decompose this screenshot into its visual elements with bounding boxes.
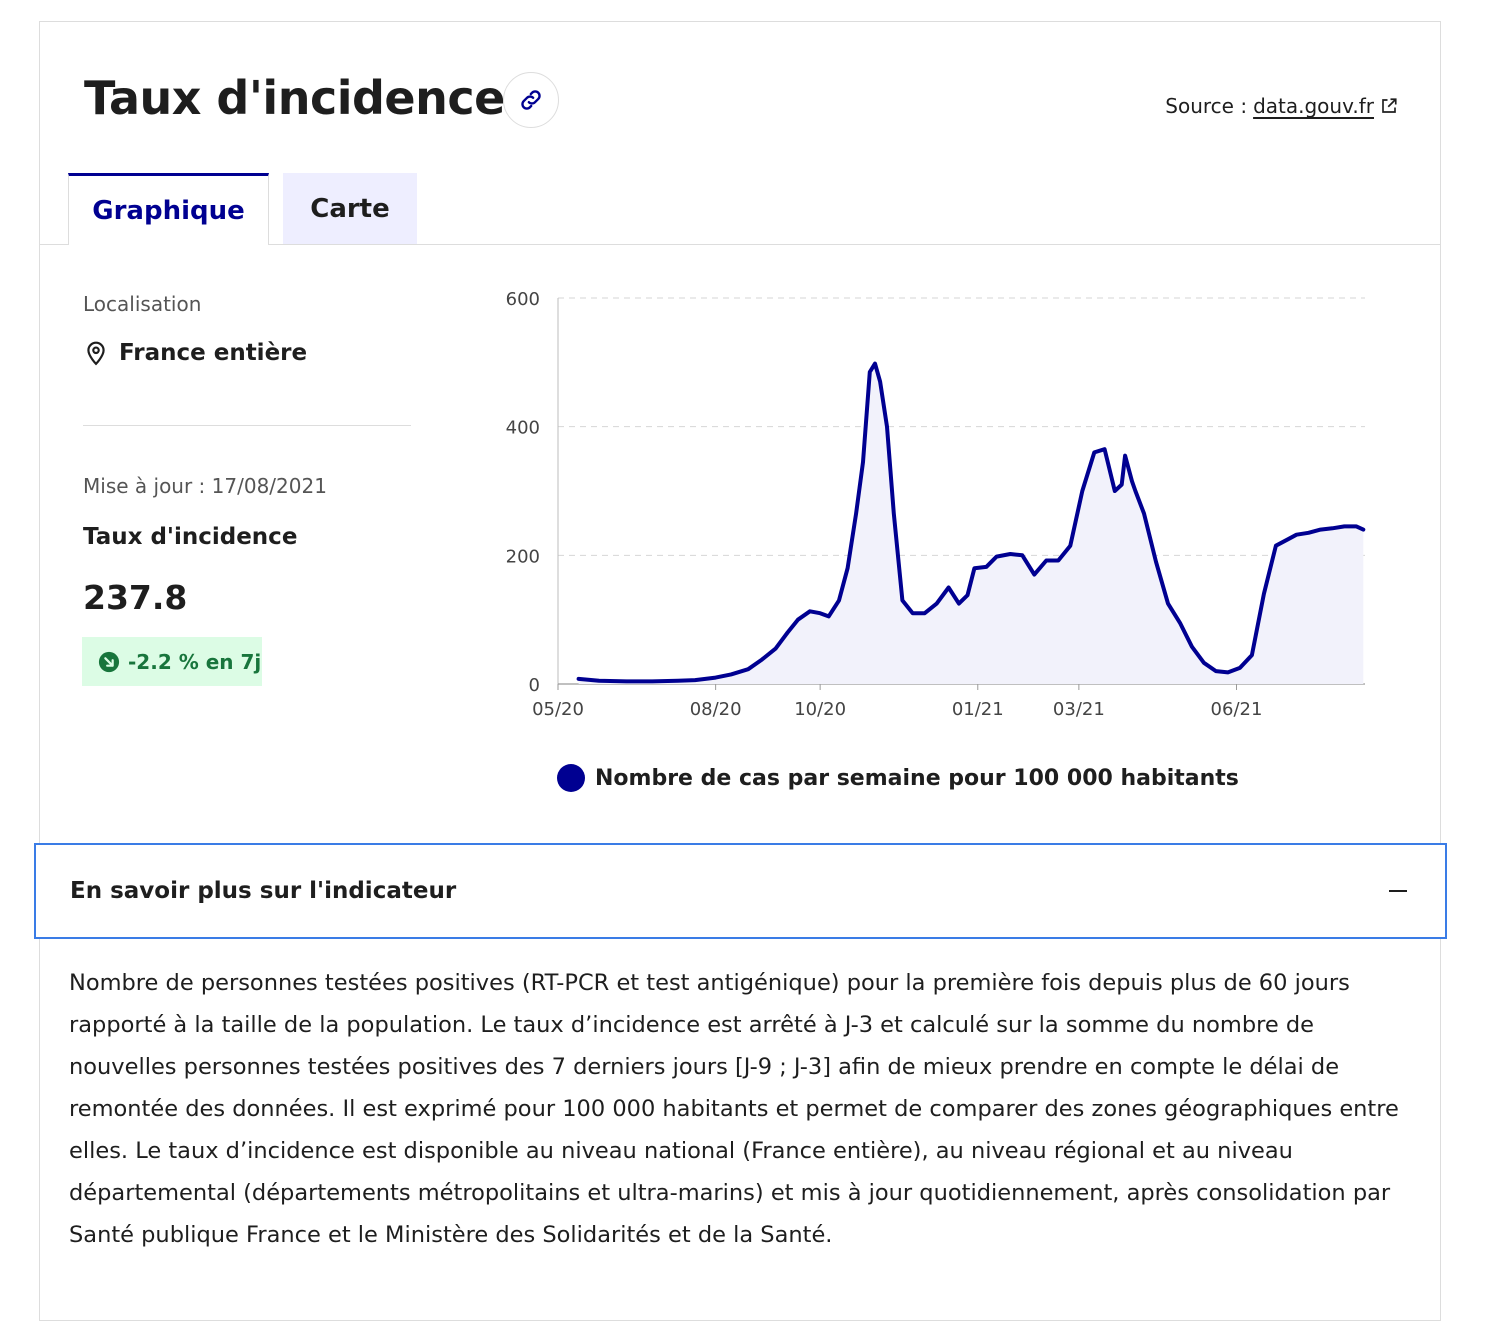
trend-badge: -2.2 % en 7j [82,637,262,686]
y-tick-label: 400 [506,418,540,439]
incidence-chart: 0 200 400 600 05/20 08/20 10/20 01/21 03/21 06/21 [506,289,1366,720]
indicator-name: Taux d'incidence [83,524,298,550]
x-tick-label: 06/21 [1211,699,1263,720]
link-icon [521,90,541,110]
accordion-toggle[interactable]: En savoir plus sur l'indicateur [34,843,1447,939]
indicator-value: 237.8 [83,578,188,617]
source: Source : data.gouv.fr [1165,94,1398,118]
location-label: Localisation [83,292,202,316]
external-link-icon [1382,98,1397,113]
x-tick-label: 03/21 [1053,699,1105,720]
x-tick-label: 08/20 [690,699,742,720]
divider [83,425,411,426]
copy-link-button[interactable] [503,72,559,128]
source-link[interactable]: data.gouv.fr [1253,94,1374,118]
tab-list: Graphique Carte [68,173,417,245]
chart-legend: Nombre de cas par semaine pour 100 000 h… [557,764,1239,792]
location-selector[interactable]: France entière [83,340,307,366]
series-line [576,361,1366,684]
x-tick-label: 01/21 [952,699,1004,720]
legend-swatch [557,764,585,792]
x-tick-label: 05/20 [532,699,584,720]
arrow-down-right-icon [98,651,120,672]
source-label: Source : [1165,94,1248,118]
trend-text: -2.2 % en 7j [128,649,262,674]
map-pin-icon [87,341,105,366]
update-date: Mise à jour : 17/08/2021 [83,474,327,498]
accordion-title: En savoir plus sur l'indicateur [70,878,457,904]
location-value: France entière [119,340,308,366]
page-title: Taux d'incidence [84,71,505,125]
tab-graphique[interactable]: Graphique [68,173,269,245]
minus-icon [1389,890,1407,892]
indicator-description: Nombre de personnes testées positives (R… [69,970,1399,1248]
tab-carte[interactable]: Carte [283,173,417,244]
x-tick-label: 10/20 [794,699,846,720]
tab-divider [40,244,1441,245]
y-tick-label: 600 [506,289,540,310]
y-tick-label: 200 [506,546,540,567]
y-tick-label: 0 [529,675,540,696]
series-area [578,363,1364,684]
legend-label: Nombre de cas par semaine pour 100 000 h… [595,765,1239,791]
